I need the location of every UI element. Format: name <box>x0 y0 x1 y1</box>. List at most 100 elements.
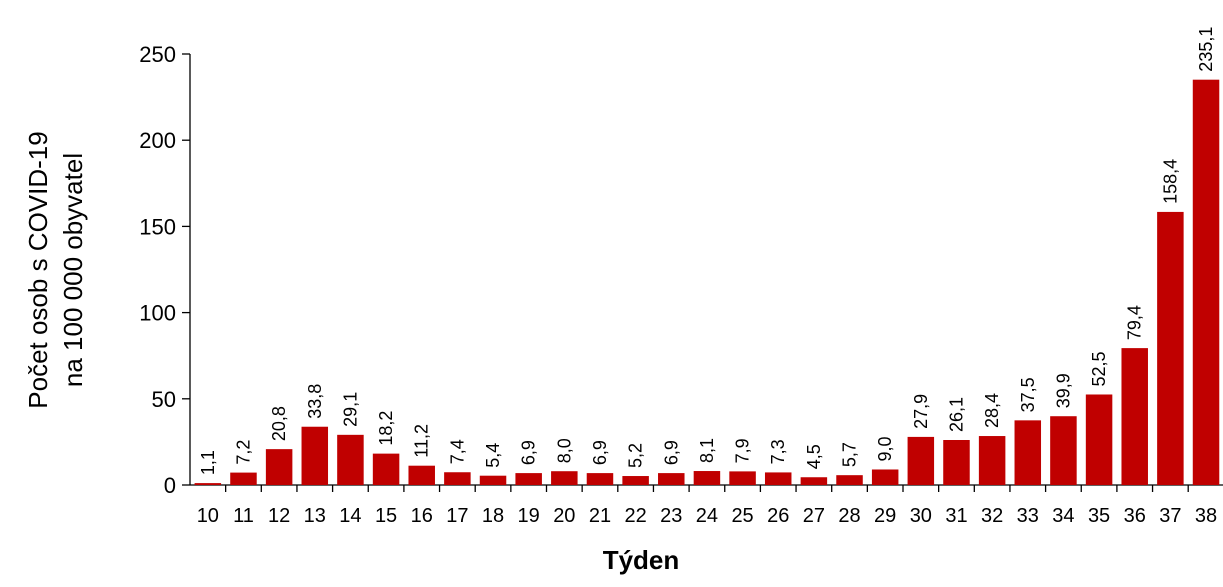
data-label: 28,4 <box>982 393 1002 428</box>
x-tick-label: 12 <box>268 505 290 527</box>
y-axis-label-line2: na 100 000 obyvatel <box>58 153 88 387</box>
data-label: 39,9 <box>1053 373 1073 408</box>
data-label: 5,7 <box>840 442 860 467</box>
bar <box>871 469 899 485</box>
x-tick-label: 14 <box>339 505 361 527</box>
bar <box>479 475 507 485</box>
bar <box>1192 79 1220 486</box>
bar <box>907 436 935 485</box>
bar <box>551 471 578 485</box>
data-label: 52,5 <box>1089 351 1109 386</box>
data-label: 4,5 <box>804 444 824 469</box>
y-tick-label: 150 <box>139 214 176 239</box>
y-tick-label: 50 <box>152 387 176 412</box>
data-label: 7,3 <box>768 439 788 464</box>
data-label: 18,2 <box>376 411 396 446</box>
x-tick-label: 23 <box>660 505 682 527</box>
data-label: 33,8 <box>305 384 325 419</box>
y-tick-label: 200 <box>139 128 176 153</box>
x-tick-label: 31 <box>945 505 967 527</box>
y-tick-labels: 0 50 100 150 200 250 <box>139 42 176 498</box>
data-label: 26,1 <box>946 397 966 432</box>
bar <box>1014 420 1042 485</box>
bar <box>943 440 970 485</box>
bar <box>408 465 435 485</box>
bar <box>764 472 792 485</box>
bar <box>230 472 257 485</box>
bar <box>1121 348 1148 485</box>
x-tick-label: 28 <box>838 505 860 527</box>
x-tick-label: 37 <box>1159 505 1181 527</box>
bar <box>693 471 721 485</box>
data-labels: 1,1 7,2 20,8 33,8 29,1 18,2 11,2 7,4 5,4 6,9 8,0 6,… <box>198 27 1216 475</box>
y-tick-label: 250 <box>139 42 176 67</box>
y-tick-label: 100 <box>139 301 176 326</box>
bar <box>586 473 614 485</box>
bar <box>1085 394 1113 485</box>
data-label: 158,4 <box>1160 159 1180 204</box>
bar <box>265 449 293 485</box>
data-label: 5,2 <box>626 443 646 468</box>
bar <box>444 472 471 485</box>
x-tick-label: 13 <box>304 505 326 527</box>
data-label: 11,2 <box>412 424 432 458</box>
bar <box>194 483 222 485</box>
bar <box>1050 416 1077 485</box>
x-tick-label: 34 <box>1052 505 1074 527</box>
bar <box>978 436 1006 485</box>
x-tick-label: 19 <box>518 505 540 527</box>
data-label: 5,4 <box>483 443 503 468</box>
data-label: 1,1 <box>198 450 218 475</box>
data-label: 20,8 <box>269 406 289 441</box>
y-axis-label-line1: Počet osob s COVID-19 <box>23 131 53 408</box>
bar <box>658 473 685 485</box>
x-tick-label: 29 <box>874 505 896 527</box>
x-tick-label: 32 <box>981 505 1003 527</box>
data-label: 6,9 <box>519 440 539 465</box>
x-tick-label: 10 <box>197 505 219 527</box>
bar <box>836 475 863 485</box>
data-label: 7,9 <box>733 438 753 463</box>
x-tick-label: 27 <box>803 505 825 527</box>
x-tick-label: 24 <box>696 505 718 527</box>
x-tick-label: 38 <box>1195 505 1217 527</box>
bar <box>800 477 828 485</box>
data-label: 7,2 <box>233 440 253 465</box>
data-label: 79,4 <box>1125 305 1145 340</box>
bar <box>1157 211 1184 485</box>
bar <box>301 426 329 485</box>
x-tick-label: 21 <box>589 505 611 527</box>
x-tick-label: 26 <box>767 505 789 527</box>
bars <box>194 79 1220 486</box>
x-tick-label: 35 <box>1088 505 1110 527</box>
x-tick-label: 22 <box>625 505 647 527</box>
y-tick-label: 0 <box>164 473 176 498</box>
x-tick-label: 16 <box>411 505 433 527</box>
x-tick-label: 15 <box>375 505 397 527</box>
bar <box>337 434 364 485</box>
bar <box>372 453 400 485</box>
x-tick-label: 18 <box>482 505 504 527</box>
x-tick-label: 36 <box>1124 505 1146 527</box>
x-tick-label: 33 <box>1017 505 1039 527</box>
data-label: 9,0 <box>875 436 895 461</box>
x-tick-labels: 10 11 12 13 14 15 16 17 18 19 20 21 22 23 24 25 26 27 28 29… <box>197 505 1217 527</box>
data-label: 29,1 <box>340 392 360 427</box>
x-tick-label: 30 <box>910 505 932 527</box>
bar <box>622 476 649 485</box>
x-tick-label: 11 <box>233 505 254 527</box>
data-label: 8,0 <box>554 438 574 463</box>
x-axis-label: Týden <box>603 545 680 575</box>
data-label: 235,1 <box>1196 27 1216 72</box>
data-label: 6,9 <box>661 440 681 465</box>
x-tick-label: 17 <box>446 505 468 527</box>
data-label: 7,4 <box>447 439 467 464</box>
bar <box>515 473 542 485</box>
data-label: 37,5 <box>1018 377 1038 412</box>
bar <box>729 471 756 485</box>
data-label: 6,9 <box>590 440 610 465</box>
x-tick-label: 20 <box>553 505 575 527</box>
data-label: 8,1 <box>697 438 717 463</box>
x-tick-label: 25 <box>731 505 753 527</box>
